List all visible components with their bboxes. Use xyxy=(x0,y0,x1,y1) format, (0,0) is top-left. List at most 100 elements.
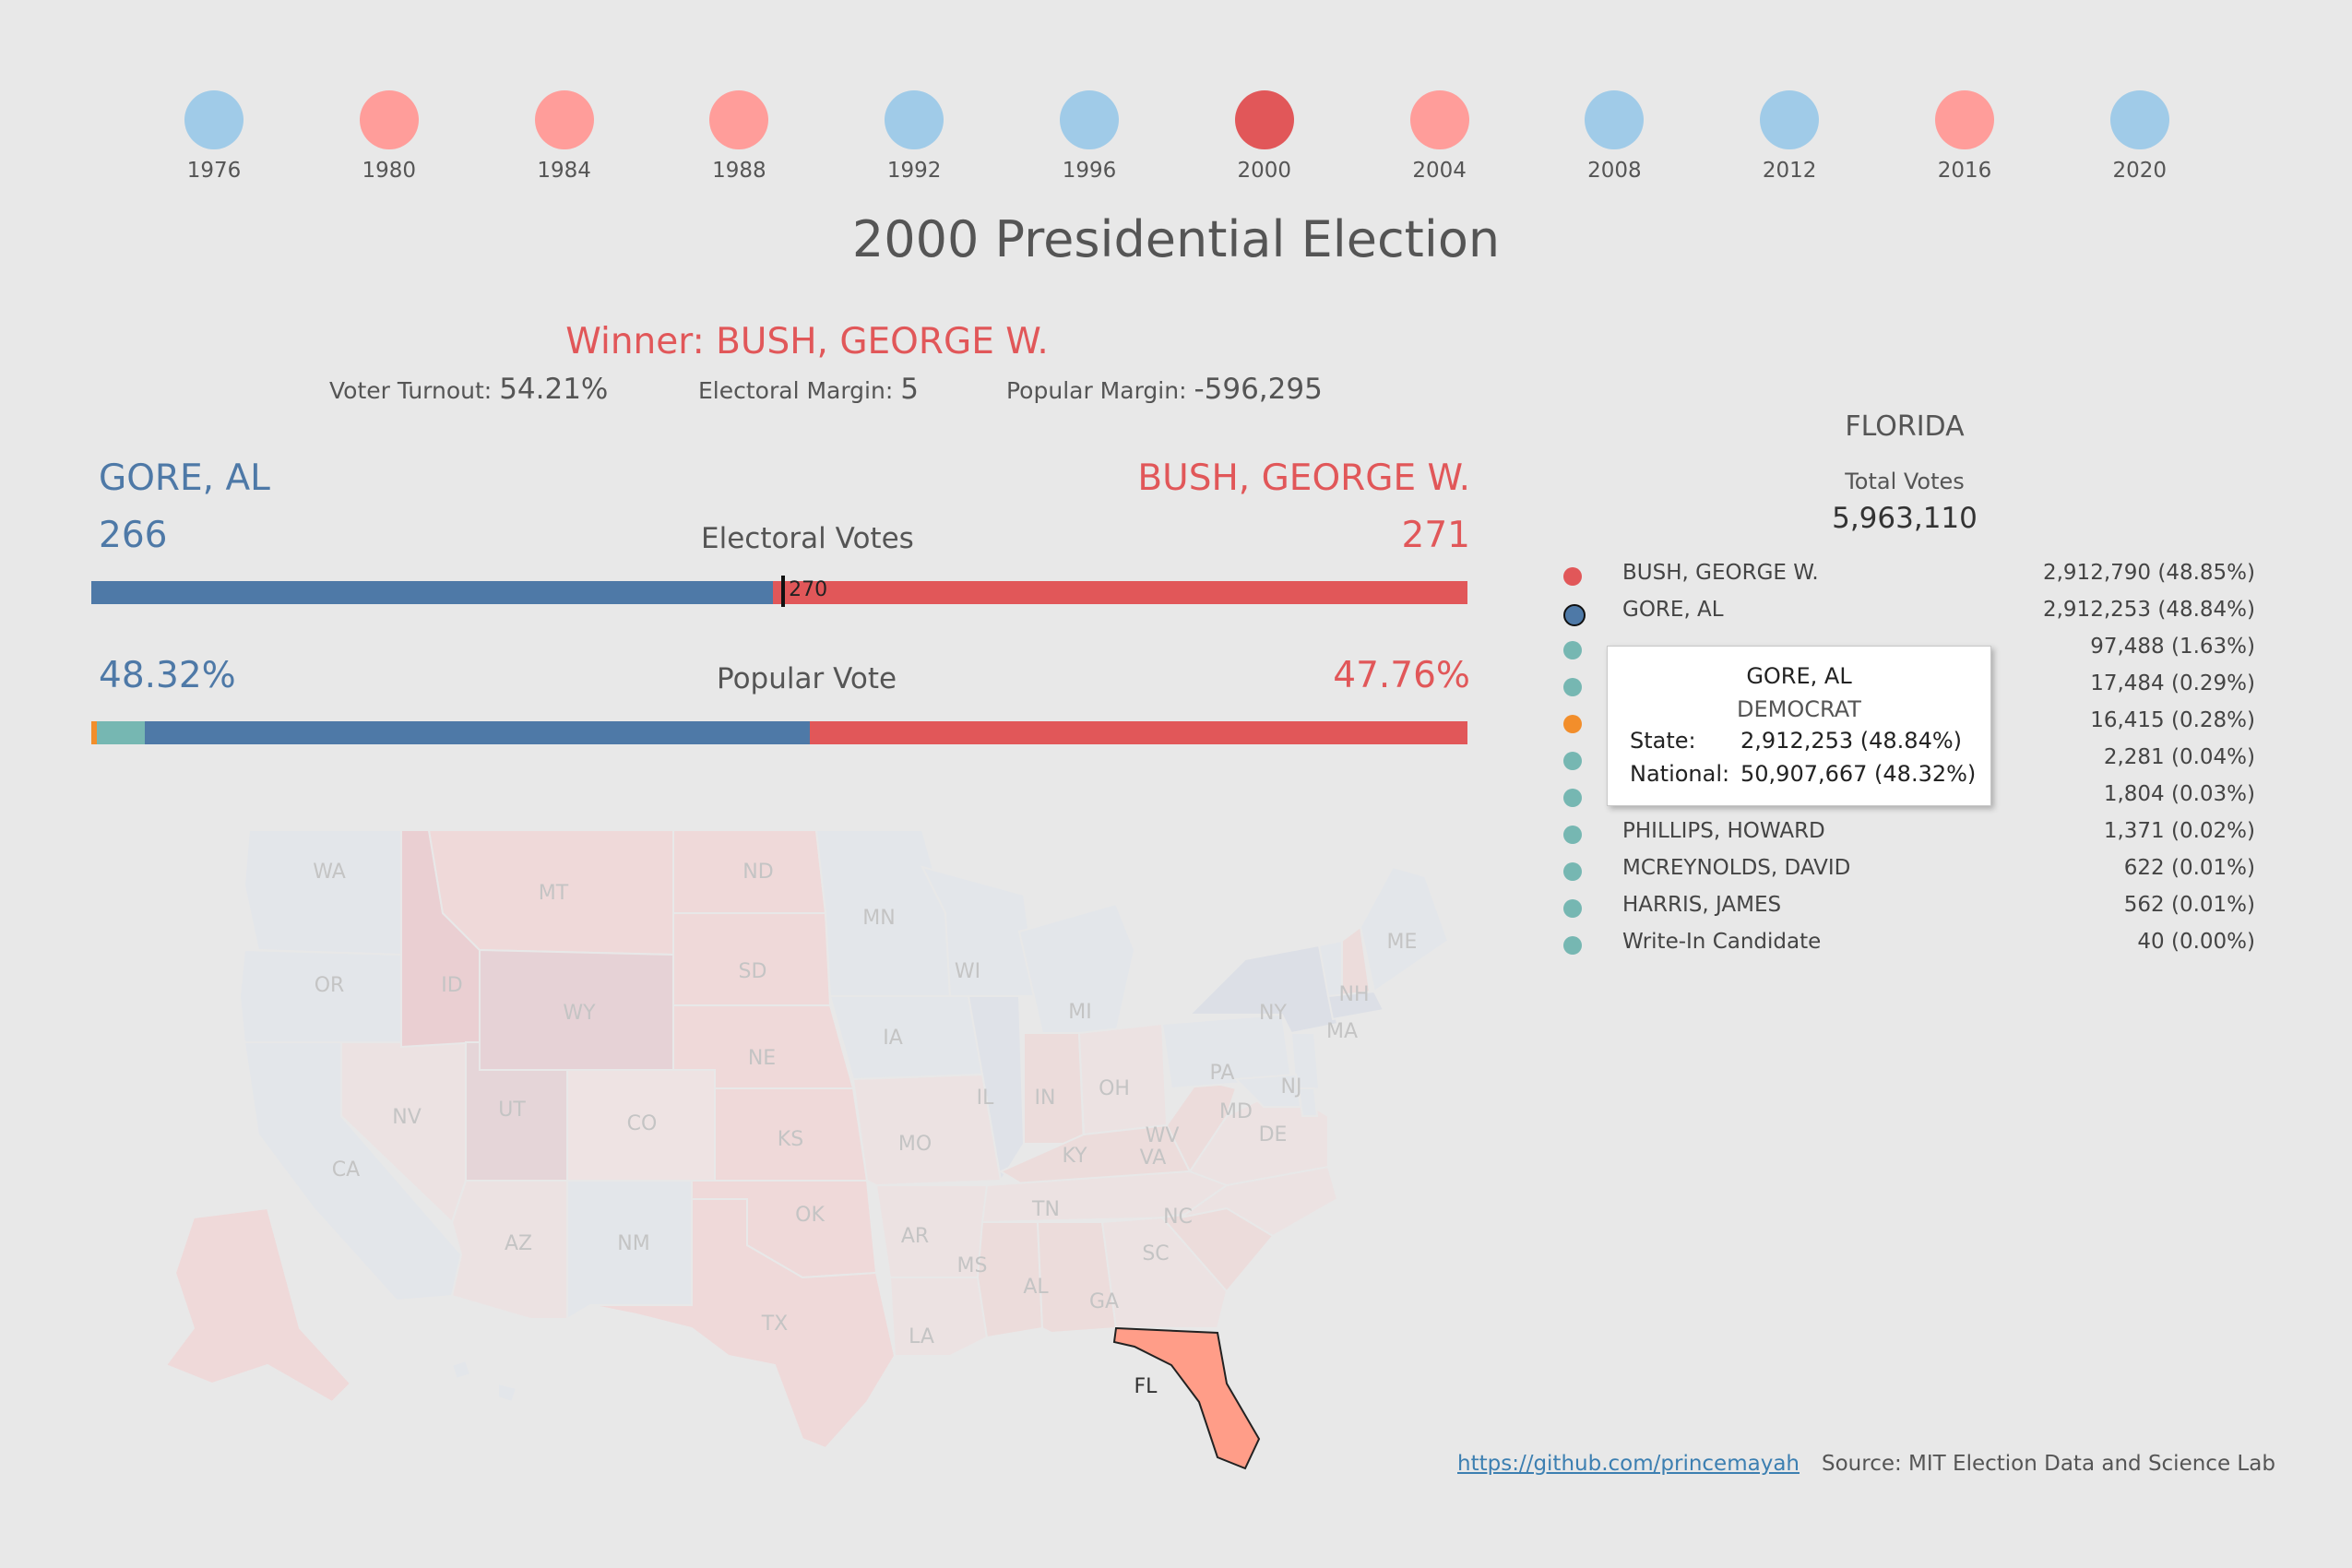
electoral-bar-gore[interactable] xyxy=(91,581,774,604)
year-2000[interactable]: 2000 xyxy=(1209,90,1320,183)
state-de[interactable] xyxy=(1297,1087,1319,1117)
state-or[interactable] xyxy=(238,948,402,1049)
year-dot[interactable] xyxy=(184,90,244,149)
map-label: AZ xyxy=(505,1232,532,1255)
state-ak[interactable] xyxy=(164,1206,352,1404)
result-row[interactable]: BUSH, GEORGE W. 2,912,790 (48.85%) xyxy=(1563,561,2255,598)
popular-bar-gore[interactable] xyxy=(145,721,811,744)
year-dot[interactable] xyxy=(709,90,769,149)
electoral-margin-value: 5 xyxy=(900,373,919,406)
party-color-dot xyxy=(1563,604,1586,626)
year-2016[interactable]: 2016 xyxy=(1909,90,2020,183)
state-nj[interactable] xyxy=(1289,1032,1321,1095)
state-fl[interactable] xyxy=(1112,1326,1261,1470)
year-dot[interactable] xyxy=(885,90,944,149)
candidate-tooltip: GORE, AL DEMOCRAT State: 2,912,253 (48.8… xyxy=(1607,646,1991,806)
year-1996[interactable]: 1996 xyxy=(1034,90,1145,183)
state-sd[interactable] xyxy=(672,912,832,1006)
year-label: 1980 xyxy=(362,159,417,183)
year-label: 2020 xyxy=(2112,159,2168,183)
result-row[interactable]: 16,415 (0.28%) xyxy=(1563,708,2255,745)
source-credit: Source: MIT Election Data and Science La… xyxy=(1822,1452,2275,1476)
year-1980[interactable]: 1980 xyxy=(334,90,445,183)
year-1988[interactable]: 1988 xyxy=(683,90,794,183)
year-1992[interactable]: 1992 xyxy=(859,90,969,183)
state-al[interactable] xyxy=(1036,1221,1118,1335)
result-row[interactable]: 17,484 (0.29%) xyxy=(1563,671,2255,708)
github-link[interactable]: https://github.com/princemayah xyxy=(1457,1452,1800,1476)
year-label: 1996 xyxy=(1062,159,1117,183)
right-popular-pct: 47.76% xyxy=(1333,655,1470,696)
map-label: ME xyxy=(1387,931,1418,954)
year-dot[interactable] xyxy=(1060,90,1119,149)
page-title: 2000 Presidential Election xyxy=(851,210,1501,268)
popular-bar-bush[interactable] xyxy=(810,721,1467,744)
year-dot[interactable] xyxy=(1935,90,1994,149)
year-2008[interactable]: 2008 xyxy=(1559,90,1669,183)
year-2020[interactable]: 2020 xyxy=(2085,90,2195,183)
result-row[interactable]: 2,281 (0.04%) xyxy=(1563,745,2255,782)
result-row[interactable]: 1,804 (0.03%) xyxy=(1563,782,2255,819)
state-me[interactable] xyxy=(1359,865,1450,993)
year-2012[interactable]: 2012 xyxy=(1734,90,1845,183)
result-row[interactable]: 97,488 (1.63%) xyxy=(1563,635,2255,671)
state-wa[interactable] xyxy=(243,829,402,956)
map-label: MN xyxy=(862,907,895,930)
map-label: PA xyxy=(1210,1062,1235,1085)
map-label: ID xyxy=(441,974,462,997)
electoral-margin-label: Electoral Margin: xyxy=(698,377,894,404)
state-la[interactable] xyxy=(888,1277,989,1357)
popular-bar-other-teal[interactable] xyxy=(96,721,146,744)
year-label: 2000 xyxy=(1237,159,1292,183)
tooltip-candidate: GORE, AL xyxy=(1746,663,1852,689)
state-ga[interactable] xyxy=(1100,1216,1229,1329)
year-dot[interactable] xyxy=(534,90,594,149)
year-2004[interactable]: 2004 xyxy=(1384,90,1495,183)
candidate-votes: 1,804 (0.03%) xyxy=(2103,782,2255,806)
year-dot[interactable] xyxy=(1409,90,1469,149)
map-label: IL xyxy=(977,1087,994,1110)
map-label: WV xyxy=(1146,1124,1180,1147)
state-mi[interactable] xyxy=(1017,902,1136,1034)
result-row[interactable]: MCREYNOLDS, DAVID 622 (0.01%) xyxy=(1563,856,2255,893)
map-label: NH xyxy=(1339,983,1370,1006)
result-row[interactable]: PHILLIPS, HOWARD 1,371 (0.02%) xyxy=(1563,819,2255,856)
state-hi[interactable] xyxy=(450,1359,518,1404)
state-il[interactable] xyxy=(967,995,1026,1183)
year-dot[interactable] xyxy=(1585,90,1645,149)
candidate-votes: 17,484 (0.29%) xyxy=(2090,671,2255,695)
year-dot[interactable] xyxy=(359,90,419,149)
year-dot[interactable] xyxy=(2109,90,2169,149)
year-1976[interactable]: 1976 xyxy=(159,90,269,183)
popular-bar-other-orange[interactable] xyxy=(91,721,97,744)
state-mo[interactable] xyxy=(851,1073,1003,1187)
year-label: 1976 xyxy=(186,159,242,183)
map-label: MI xyxy=(1068,1001,1091,1024)
electoral-bar-bush[interactable] xyxy=(773,581,1467,604)
state-ny[interactable] xyxy=(1187,944,1339,1035)
result-row[interactable]: HARRIS, JAMES 562 (0.01%) xyxy=(1563,893,2255,930)
result-row[interactable]: Write-In Candidate 40 (0.00%) xyxy=(1563,930,2255,967)
map-label: TN xyxy=(1031,1198,1060,1221)
year-dot[interactable] xyxy=(1760,90,1820,149)
tooltip-state-label: State: xyxy=(1630,728,1696,754)
state-tx[interactable] xyxy=(589,1198,897,1450)
state-name: FLORIDA xyxy=(1845,410,1965,443)
left-candidate-name: GORE, AL xyxy=(99,457,270,499)
map-label: NM xyxy=(617,1232,649,1255)
state-ma[interactable] xyxy=(1326,990,1385,1021)
year-dot[interactable] xyxy=(1234,90,1294,149)
map-label: MA xyxy=(1326,1020,1358,1043)
state-ia[interactable] xyxy=(828,995,984,1081)
candidate-votes: 2,912,253 (48.84%) xyxy=(2042,598,2255,622)
party-color-dot xyxy=(1563,641,1582,659)
candidate-votes: 97,488 (1.63%) xyxy=(2090,635,2255,659)
party-color-dot xyxy=(1563,678,1582,696)
year-1984[interactable]: 1984 xyxy=(509,90,620,183)
party-color-dot xyxy=(1563,862,1582,881)
map-label: WI xyxy=(955,960,980,983)
result-row[interactable]: GORE, AL 2,912,253 (48.84%) xyxy=(1563,598,2255,635)
map-label: NE xyxy=(748,1047,776,1070)
state-ms[interactable] xyxy=(976,1221,1044,1339)
candidate-votes: 2,281 (0.04%) xyxy=(2103,745,2255,769)
